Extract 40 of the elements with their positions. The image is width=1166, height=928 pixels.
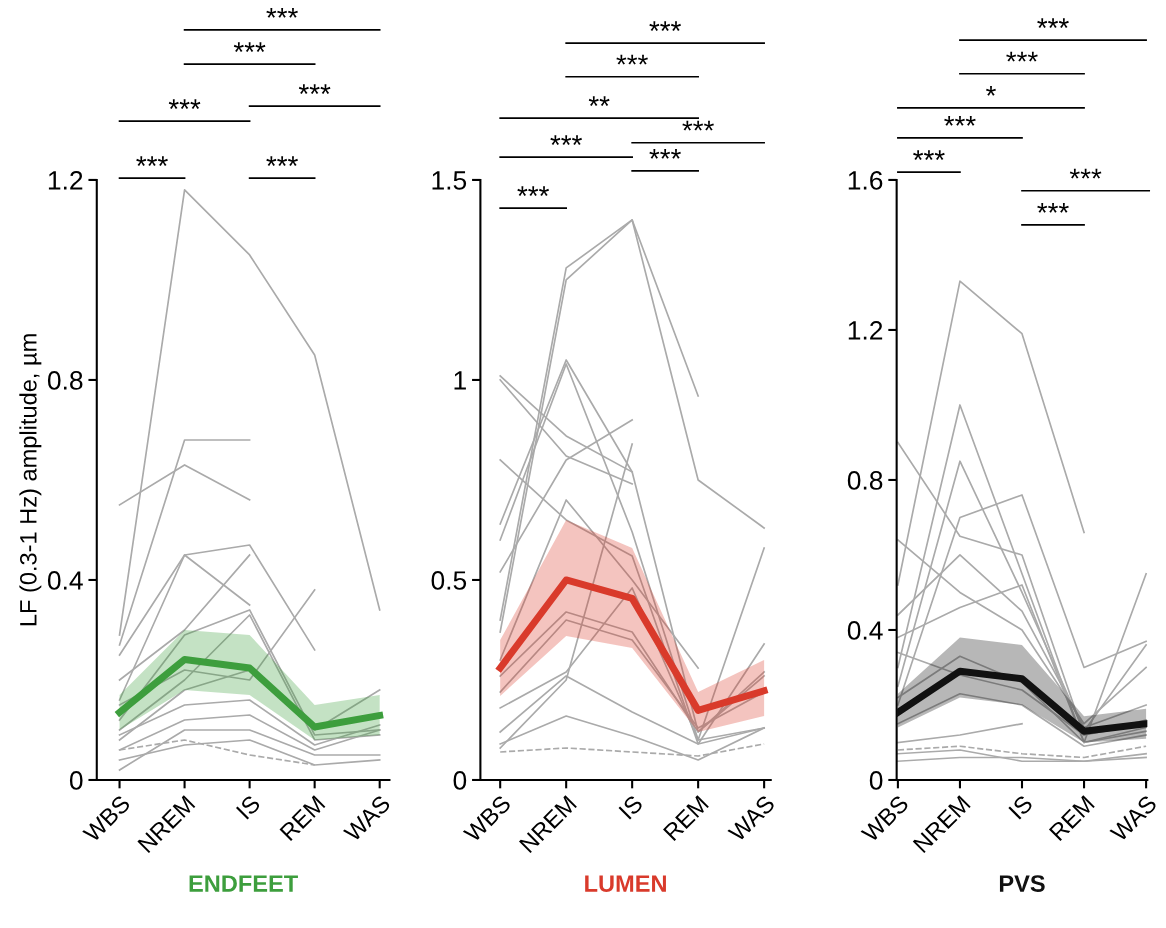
x-tick-label: IS (235, 794, 262, 820)
text: *** (266, 156, 298, 167)
text: *** (616, 54, 648, 65)
text: ** (588, 96, 610, 107)
text: PVS (999, 875, 1045, 892)
y-tick-label: 0.4 (847, 621, 883, 640)
annotation: *** (1037, 203, 1069, 213)
text: LUMEN (585, 875, 666, 892)
text: *** (1069, 168, 1102, 179)
y-tick-label: 0.4 (47, 571, 83, 590)
text: *** (266, 8, 298, 18)
y-tick-label: 0.8 (47, 371, 83, 390)
text: *** (1006, 51, 1038, 62)
text: ENDFEET (189, 875, 298, 892)
annotation: *** (517, 186, 549, 197)
text: *** (944, 116, 976, 126)
y-tick-label: 0 (869, 771, 883, 790)
text: *** (913, 150, 945, 161)
x-tick-label: IS (618, 794, 644, 820)
y-axis-title: LF (0.3-1 Hz) amplitude, µm (19, 334, 42, 626)
y-tick-label: 0 (453, 771, 467, 790)
text: *** (168, 99, 201, 110)
text: * (986, 86, 996, 96)
y-tick-label: 0 (69, 771, 83, 790)
text: *** (649, 149, 681, 159)
y-tick-label: 1.5 (432, 171, 467, 190)
y-tick-label: 0.5 (431, 571, 467, 590)
y-tick-label: 0.8 (847, 471, 883, 490)
text: *** (298, 84, 331, 95)
text: *** (649, 21, 681, 32)
text: *** (136, 156, 168, 167)
y-tick-label: 1.2 (48, 171, 83, 190)
x-tick-label: IS (1008, 794, 1034, 820)
y-tick-label: 1.6 (848, 171, 883, 190)
text: *** (550, 135, 582, 146)
text: *** (682, 120, 714, 131)
text: *** (233, 42, 266, 53)
y-tick-label: 1 (454, 371, 466, 390)
text: *** (1037, 18, 1069, 29)
y-tick-label: 1.2 (848, 321, 883, 340)
